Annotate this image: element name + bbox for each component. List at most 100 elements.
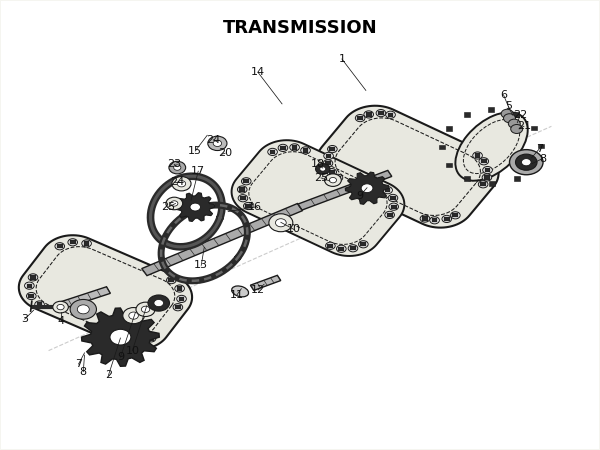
Text: 24: 24 bbox=[206, 135, 220, 145]
Bar bbox=[475, 153, 481, 158]
Text: 25: 25 bbox=[161, 202, 175, 212]
Bar bbox=[302, 148, 308, 153]
Text: 7: 7 bbox=[536, 144, 543, 154]
Text: 20: 20 bbox=[218, 148, 232, 158]
Circle shape bbox=[208, 136, 227, 151]
Circle shape bbox=[110, 329, 131, 345]
Circle shape bbox=[420, 215, 430, 222]
Circle shape bbox=[442, 216, 452, 223]
Circle shape bbox=[25, 282, 34, 289]
Bar bbox=[179, 297, 184, 301]
Bar bbox=[338, 247, 344, 251]
Circle shape bbox=[376, 109, 386, 117]
Circle shape bbox=[190, 203, 200, 211]
Ellipse shape bbox=[232, 286, 248, 297]
Bar bbox=[531, 126, 537, 130]
Circle shape bbox=[326, 242, 335, 249]
Bar bbox=[532, 162, 538, 167]
Bar bbox=[464, 112, 470, 117]
Bar bbox=[37, 302, 43, 306]
Bar bbox=[446, 126, 452, 130]
Circle shape bbox=[166, 197, 182, 210]
Polygon shape bbox=[19, 235, 192, 349]
Circle shape bbox=[173, 165, 181, 170]
Polygon shape bbox=[345, 172, 389, 204]
Circle shape bbox=[146, 335, 156, 342]
Circle shape bbox=[55, 243, 65, 250]
Circle shape bbox=[503, 114, 515, 123]
Polygon shape bbox=[142, 203, 302, 276]
Bar bbox=[464, 176, 470, 181]
Circle shape bbox=[167, 276, 176, 284]
Bar bbox=[70, 240, 76, 244]
Bar bbox=[329, 170, 335, 174]
Bar bbox=[484, 176, 490, 180]
Bar bbox=[30, 275, 36, 279]
Bar bbox=[245, 204, 251, 208]
Bar bbox=[422, 216, 428, 221]
Text: 14: 14 bbox=[251, 68, 265, 77]
Circle shape bbox=[268, 148, 277, 156]
Text: 16: 16 bbox=[248, 202, 262, 212]
Bar bbox=[26, 284, 32, 288]
Circle shape bbox=[328, 145, 337, 153]
Bar bbox=[326, 154, 331, 158]
Text: 3: 3 bbox=[21, 314, 28, 324]
Circle shape bbox=[53, 301, 68, 313]
Text: 5: 5 bbox=[505, 101, 512, 111]
Circle shape bbox=[385, 212, 394, 219]
Circle shape bbox=[388, 194, 398, 202]
Circle shape bbox=[509, 150, 543, 175]
Circle shape bbox=[154, 299, 164, 306]
Circle shape bbox=[169, 161, 185, 174]
Circle shape bbox=[515, 154, 537, 170]
Text: 15: 15 bbox=[188, 146, 202, 156]
Circle shape bbox=[386, 111, 395, 118]
Polygon shape bbox=[176, 193, 215, 221]
Polygon shape bbox=[59, 287, 110, 309]
Text: 23: 23 bbox=[167, 159, 181, 170]
Circle shape bbox=[275, 219, 286, 227]
Circle shape bbox=[148, 295, 170, 311]
Text: 8: 8 bbox=[539, 153, 546, 164]
Text: 25: 25 bbox=[314, 173, 328, 183]
Bar bbox=[292, 145, 298, 149]
Circle shape bbox=[348, 245, 358, 252]
Circle shape bbox=[119, 338, 129, 345]
Bar bbox=[514, 176, 520, 180]
Bar bbox=[280, 146, 286, 150]
Bar bbox=[378, 111, 384, 115]
Circle shape bbox=[133, 339, 143, 346]
Circle shape bbox=[278, 144, 288, 152]
Circle shape bbox=[333, 174, 343, 181]
Bar bbox=[480, 182, 486, 186]
Circle shape bbox=[77, 305, 89, 314]
Bar bbox=[148, 336, 154, 341]
Bar bbox=[444, 217, 449, 221]
Polygon shape bbox=[298, 171, 392, 210]
Circle shape bbox=[327, 168, 337, 176]
Circle shape bbox=[478, 181, 488, 188]
Polygon shape bbox=[250, 275, 281, 290]
Bar bbox=[240, 196, 246, 200]
Bar bbox=[439, 144, 445, 149]
Circle shape bbox=[70, 299, 97, 319]
Circle shape bbox=[430, 217, 439, 224]
Circle shape bbox=[177, 295, 187, 302]
Circle shape bbox=[269, 214, 293, 232]
Circle shape bbox=[359, 241, 368, 248]
Text: 17: 17 bbox=[191, 166, 205, 176]
Polygon shape bbox=[82, 308, 160, 366]
Text: 10: 10 bbox=[125, 346, 139, 356]
Circle shape bbox=[501, 109, 513, 118]
Circle shape bbox=[68, 238, 77, 246]
Circle shape bbox=[329, 177, 337, 183]
Bar bbox=[269, 150, 275, 154]
Circle shape bbox=[175, 285, 184, 292]
Bar bbox=[350, 246, 356, 250]
Bar bbox=[388, 112, 394, 117]
Ellipse shape bbox=[455, 112, 528, 181]
Circle shape bbox=[142, 306, 150, 312]
Bar bbox=[239, 187, 245, 192]
Text: 9: 9 bbox=[356, 191, 364, 201]
